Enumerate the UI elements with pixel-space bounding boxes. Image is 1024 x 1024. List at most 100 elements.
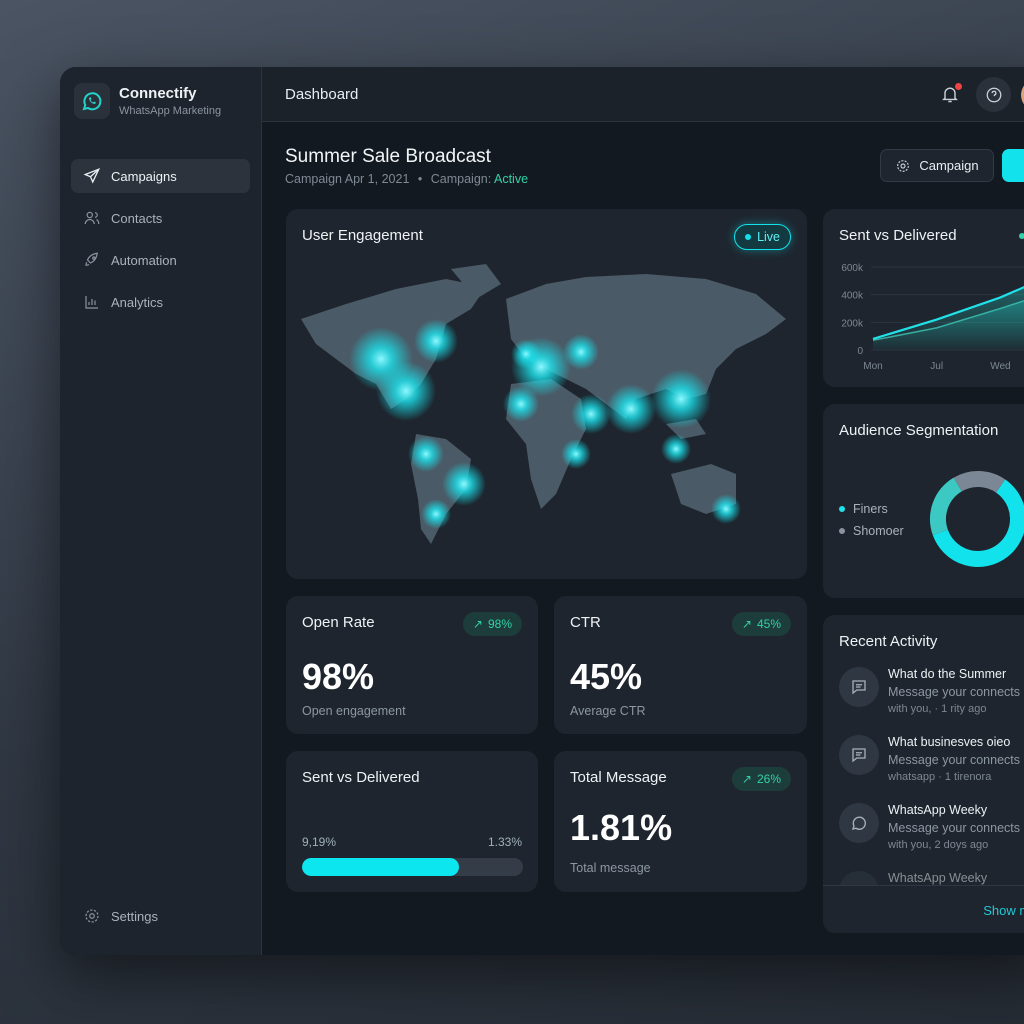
- page-header-title: Dashboard: [285, 86, 359, 103]
- trend-up-icon: ↗: [741, 772, 752, 786]
- y-tick-label: 200k: [841, 318, 864, 329]
- live-label: Live: [757, 230, 780, 244]
- user-engagement-card: User Engagement Live: [286, 209, 807, 579]
- trend-up-icon: ↗: [472, 617, 483, 631]
- activity-item[interactable]: What do the Summer Message your connects…: [839, 667, 1024, 727]
- audience-segmentation-card: Audience Segmentation Finers Shomoer: [823, 404, 1024, 598]
- trend-badge: ↗ 45%: [731, 612, 791, 636]
- message-icon: [839, 735, 879, 775]
- hotspot: [571, 394, 611, 434]
- legend-item: Finers: [839, 502, 888, 516]
- page-meta: Campaign Apr 1, 2021 • Campaign: Active: [285, 172, 528, 186]
- brand-name: Connectify: [119, 85, 197, 102]
- sidebar: Connectify WhatsApp Marketing Campaigns …: [60, 67, 262, 955]
- sidebar-item-analytics[interactable]: Analytics: [71, 285, 250, 319]
- hotspot: [503, 386, 539, 422]
- activity-title: WhatsApp Weeky: [888, 871, 988, 885]
- trend-badge: ↗ 98%: [462, 612, 522, 636]
- send-icon: [83, 168, 101, 184]
- metric-value: 45%: [570, 656, 643, 697]
- whatsapp-icon: [74, 83, 110, 119]
- trend-up-icon: ↗: [741, 617, 752, 631]
- activity-title: What businesves oieo: [888, 735, 1011, 749]
- world-map: [301, 264, 786, 544]
- sidebar-item-contacts[interactable]: Contacts: [71, 201, 250, 235]
- card-title: Open Rate: [302, 614, 375, 631]
- hotspot: [376, 361, 436, 421]
- avatar[interactable]: [1021, 79, 1024, 111]
- sent-delivered-card: Sent vs Delivered 9,19% 1.33%: [286, 751, 538, 892]
- x-tick-label: Wed: [990, 361, 1010, 372]
- sidebar-item-automation[interactable]: Automation: [71, 243, 250, 277]
- show-more-footer: [823, 885, 1024, 933]
- primary-action-button[interactable]: [1002, 149, 1024, 182]
- card-title: Recent Activity: [839, 633, 938, 650]
- hotspot: [408, 436, 444, 472]
- top-header: Dashboard: [262, 67, 1024, 122]
- live-dot-icon: [745, 234, 752, 240]
- card-title: User Engagement: [302, 227, 423, 244]
- status-label: Campaign:: [430, 172, 492, 186]
- sidebar-item-label: Campaigns: [111, 168, 177, 184]
- hotspot: [442, 462, 486, 506]
- hotspot: [421, 499, 451, 529]
- progress-fill: [302, 858, 459, 876]
- delivered-percent: 1.33%: [487, 835, 522, 849]
- y-tick-label: 400k: [841, 291, 864, 302]
- activity-message: Message your connects: [888, 821, 1021, 835]
- x-tick-label: Mon: [863, 361, 882, 372]
- bell-icon[interactable]: [940, 83, 962, 106]
- hotspot: [711, 494, 741, 524]
- card-title: Sent vs Delivered: [839, 227, 957, 244]
- hotspot: [563, 334, 599, 370]
- status-badge: Active: [494, 172, 529, 186]
- series-area: [873, 287, 1024, 350]
- legend-item: Shomoer: [839, 524, 904, 538]
- engagement-hotspots: [349, 319, 741, 529]
- card-title: Sent vs Delivered: [302, 769, 420, 786]
- help-button[interactable]: [976, 77, 1011, 112]
- activity-item[interactable]: What businesves oieo Message your connec…: [839, 735, 1024, 795]
- hotspot: [414, 319, 458, 363]
- card-title: Total Message: [570, 769, 667, 786]
- series-line: [872, 285, 1024, 340]
- metric-caption: Open engagement: [302, 704, 406, 718]
- trend-badge: ↗ 26%: [731, 767, 791, 791]
- hotspot: [606, 384, 656, 434]
- help-icon: [986, 87, 1001, 102]
- sidebar-item-label: Settings: [111, 908, 158, 924]
- legend-dot: [839, 506, 845, 512]
- bar-chart-icon: [85, 296, 98, 309]
- gear-icon: [85, 909, 99, 923]
- activity-message: Message your connects: [888, 685, 1021, 699]
- legend-dot: [1019, 233, 1024, 239]
- sidebar-item-campaigns[interactable]: Campaigns: [71, 159, 250, 193]
- sidebar-item-label: Automation: [111, 252, 177, 268]
- hotspot: [651, 369, 711, 429]
- brand-subtitle: WhatsApp Marketing: [119, 105, 222, 117]
- legend-dot: [839, 528, 845, 534]
- gear-icon: [897, 159, 910, 172]
- hotspot: [561, 439, 591, 469]
- donut-segment: [953, 471, 1006, 493]
- y-tick-label: 0: [857, 346, 863, 357]
- rocket-icon: [85, 252, 98, 266]
- sidebar-item-settings[interactable]: Settings: [71, 899, 250, 933]
- metric-caption: Average CTR: [570, 704, 646, 718]
- recent-activity-card: Recent Activity What do the Summer Messa…: [823, 615, 1024, 933]
- open-rate-card: Open Rate ↗ 98% 98% Open engagement: [286, 596, 538, 734]
- notification-dot: [955, 83, 962, 90]
- whatsapp-icon: [839, 803, 879, 843]
- hotspot: [511, 339, 541, 369]
- metric-value: 1.81%: [570, 807, 673, 848]
- metric-caption: Total message: [570, 861, 651, 875]
- live-badge[interactable]: Live: [734, 224, 791, 250]
- campaign-button[interactable]: Campaign: [880, 149, 994, 182]
- ctr-card: CTR ↗ 45% 45% Average CTR: [554, 596, 807, 734]
- activity-item[interactable]: WhatsApp Weeky Message your connects wit…: [839, 803, 1024, 863]
- show-more-link[interactable]: Show more: [983, 903, 1024, 918]
- meta-separator: •: [417, 172, 423, 186]
- page-title: Summer Sale Broadcast: [285, 146, 491, 167]
- message-icon: [839, 667, 879, 707]
